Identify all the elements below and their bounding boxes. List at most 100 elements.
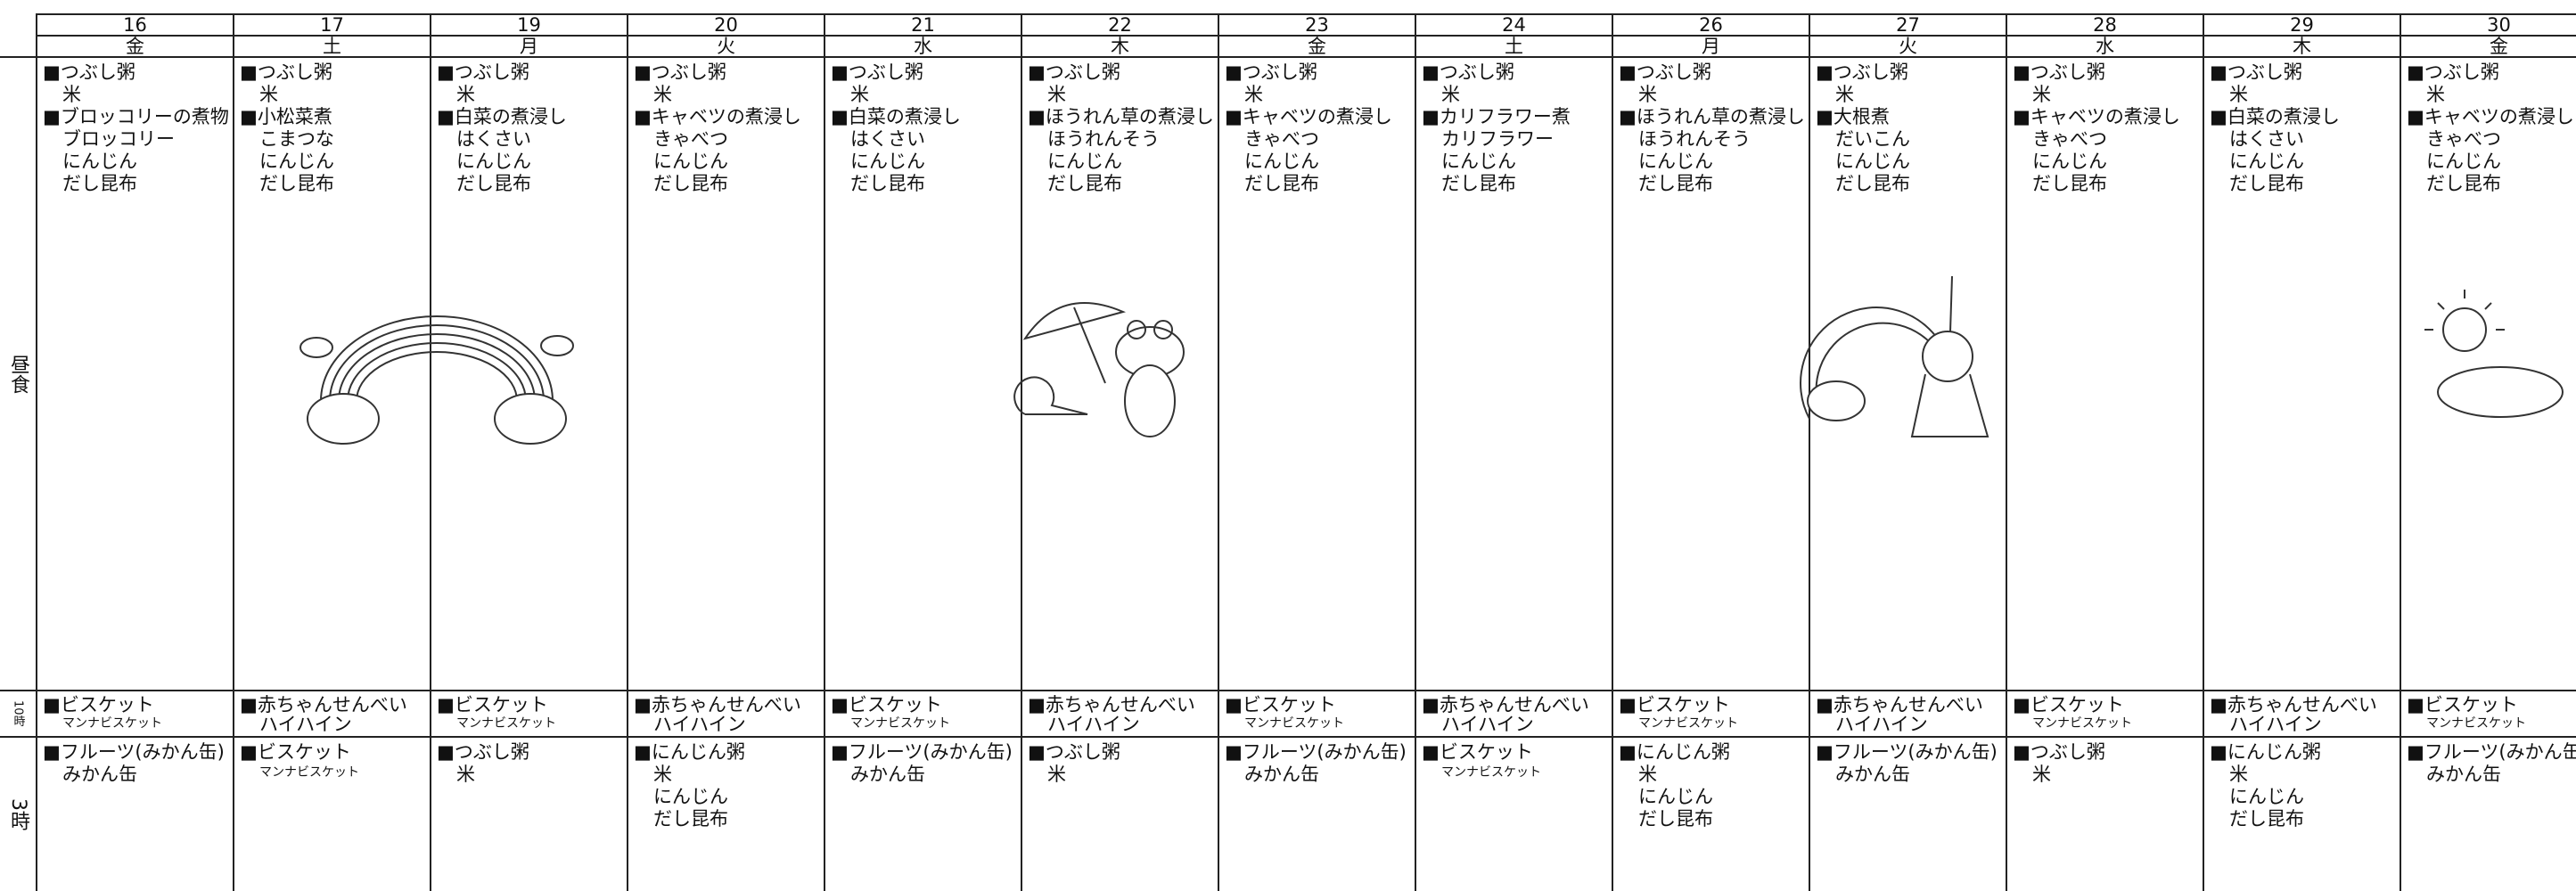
am-snack-cell: ■ビスケット マンナビスケット	[824, 690, 1021, 736]
menu-line: 米	[1638, 764, 1657, 785]
weekday-cell: 月	[1612, 35, 1809, 56]
date-cell: 19	[430, 13, 627, 35]
menu-line: ■赤ちゃんせんべい	[1816, 694, 1983, 715]
menu-line: ■フルーツ(みかん缶)	[1225, 741, 1407, 763]
menu-line: はくさい	[2229, 128, 2304, 150]
menu-line: 米	[2229, 764, 2248, 785]
menu-line: 米	[1244, 84, 1263, 105]
date-cell: 28	[2006, 13, 2203, 35]
am-snack-cell: ■ビスケット マンナビスケット	[1612, 690, 1809, 736]
menu-line: マンナビスケット	[2426, 716, 2526, 731]
menu-line: ■赤ちゃんせんべい	[1028, 694, 1195, 715]
menu-line: ■つぶし粥	[1422, 61, 1514, 83]
menu-line: ハイハイン	[2229, 714, 2322, 735]
menu-line: ■つぶし粥	[1225, 61, 1317, 83]
pm-snack-cell: ■ビスケット マンナビスケット	[1415, 736, 1612, 891]
menu-line: ■つぶし粥	[831, 61, 923, 83]
menu-line: ■フルーツ(みかん缶)	[831, 741, 1013, 763]
menu-line: にんじん	[2229, 786, 2304, 807]
date-cell: 17	[233, 13, 430, 35]
menu-line: マンナビスケット	[456, 716, 556, 731]
menu-line: ■ビスケット	[240, 741, 351, 763]
menu-line: 米	[2426, 84, 2445, 105]
menu-line: だし昆布	[456, 173, 531, 194]
menu-line: だいこん	[1835, 128, 1910, 150]
menu-line: ハイハイン	[653, 714, 746, 735]
menu-line: こまつな	[259, 128, 334, 150]
weekday-cell: 木	[2203, 35, 2400, 56]
menu-line: ■フルーツ(みかん缶)	[1816, 741, 1998, 763]
menu-line: ■にんじん粥	[634, 741, 745, 763]
menu-line: にんじん	[1441, 151, 1516, 172]
menu-line: ■つぶし粥	[1816, 61, 1908, 83]
menu-line: ■カリフラワー煮	[1422, 106, 1571, 127]
menu-line: だし昆布	[2032, 173, 2107, 194]
date-cell: 26	[1612, 13, 1809, 35]
lunch-cell: ■つぶし粥米 ■大根煮 だいこん にんじん だし昆布	[1809, 56, 2006, 690]
am-snack-cell: ■ビスケット マンナビスケット	[2400, 690, 2576, 736]
weekday-cell: 月	[430, 35, 627, 56]
menu-line: ■ビスケット	[831, 694, 942, 715]
menu-line: 米	[2032, 764, 2051, 785]
menu-line: きゃべつ	[653, 128, 728, 150]
menu-line: ■ほうれん草の煮浸し	[1619, 106, 1805, 127]
weekday-cell: 水	[2006, 35, 2203, 56]
menu-line: マンナビスケット	[62, 716, 162, 731]
menu-line: ■ビスケット	[1225, 694, 1336, 715]
menu-line: ■つぶし粥	[437, 741, 529, 763]
pm-snack-cell: ■にんじん粥米にんじん だし昆布	[1612, 736, 1809, 891]
menu-line: だし昆布	[1244, 173, 1319, 194]
menu-line: 米	[456, 764, 475, 785]
am-snack-cell: ■ビスケット マンナビスケット	[2006, 690, 2203, 736]
menu-line: にんじん	[653, 786, 728, 807]
pm-snack-cell: ■つぶし粥米	[430, 736, 627, 891]
date-cell: 30	[2400, 13, 2576, 35]
menu-line: だし昆布	[1047, 173, 1122, 194]
menu-line: マンナビスケット	[2032, 716, 2132, 731]
menu-line: ハイハイン	[1835, 714, 1928, 735]
menu-line: ■ブロッコリーの煮物	[43, 106, 229, 127]
menu-line: ■ビスケット	[1422, 741, 1533, 763]
menu-line: だし昆布	[1835, 173, 1910, 194]
am-snack-cell: ■赤ちゃんせんべい ハイハイン	[2203, 690, 2400, 736]
menu-line: にんじん	[1638, 786, 1713, 807]
lunch-cell: ■つぶし粥米 ■白菜の煮浸し はくさい にんじん だし昆布	[824, 56, 1021, 690]
weekday-cell: 土	[1415, 35, 1612, 56]
menu-line: 米	[2229, 84, 2248, 105]
am-snack-cell: ■ビスケット マンナビスケット	[36, 690, 233, 736]
pm-snack-cell: ■フルーツ(みかん缶) みかん缶	[2400, 736, 2576, 891]
menu-line: ■つぶし粥	[1028, 61, 1120, 83]
menu-line: 米	[259, 84, 278, 105]
am-snack-cell: ■赤ちゃんせんべい ハイハイン	[233, 690, 430, 736]
menu-line: 米	[850, 84, 869, 105]
menu-line: にんじん	[1638, 151, 1713, 172]
menu-line: だし昆布	[2229, 808, 2304, 830]
menu-line: みかん缶	[62, 764, 137, 785]
menu-line: 米	[653, 764, 672, 785]
menu-line: ■フルーツ(みかん缶)	[2407, 741, 2576, 763]
menu-line: ほうれんそう	[1047, 128, 1160, 150]
row-label: 3時	[0, 736, 36, 891]
lunch-cell: ■つぶし粥米 ■ほうれん草の煮浸し ほうれんそう にんじん だし昆布	[1021, 56, 1218, 690]
menu-line: だし昆布	[259, 173, 334, 194]
menu-line: だし昆布	[62, 173, 137, 194]
menu-line: ■キャベツの煮浸し	[2013, 106, 2180, 127]
lunch-cell: ■つぶし粥米 ■キャベツの煮浸し きゃべつ にんじん だし昆布	[627, 56, 824, 690]
menu-line: ハイハイン	[259, 714, 352, 735]
menu-line: にんじん	[62, 151, 137, 172]
weekday-cell: 木	[1021, 35, 1218, 56]
menu-line: にんじん	[1244, 151, 1319, 172]
am-snack-cell: ■赤ちゃんせんべい ハイハイン	[627, 690, 824, 736]
menu-line: ■赤ちゃんせんべい	[1422, 694, 1589, 715]
menu-line: ■つぶし粥	[2210, 61, 2302, 83]
menu-line: はくさい	[456, 128, 531, 150]
menu-line: ハイハイン	[1047, 714, 1140, 735]
lunch-cell: ■つぶし粥米 ■キャベツの煮浸し きゃべつ にんじん だし昆布	[1218, 56, 1415, 690]
weekday-cell: 土	[233, 35, 430, 56]
menu-line: はくさい	[850, 128, 925, 150]
menu-line: みかん缶	[1835, 764, 1910, 785]
menu-line: ■大根煮	[1816, 106, 1890, 127]
menu-line: だし昆布	[1441, 173, 1516, 194]
pm-snack-cell: ■フルーツ(みかん缶) みかん缶	[36, 736, 233, 891]
date-cell: 24	[1415, 13, 1612, 35]
